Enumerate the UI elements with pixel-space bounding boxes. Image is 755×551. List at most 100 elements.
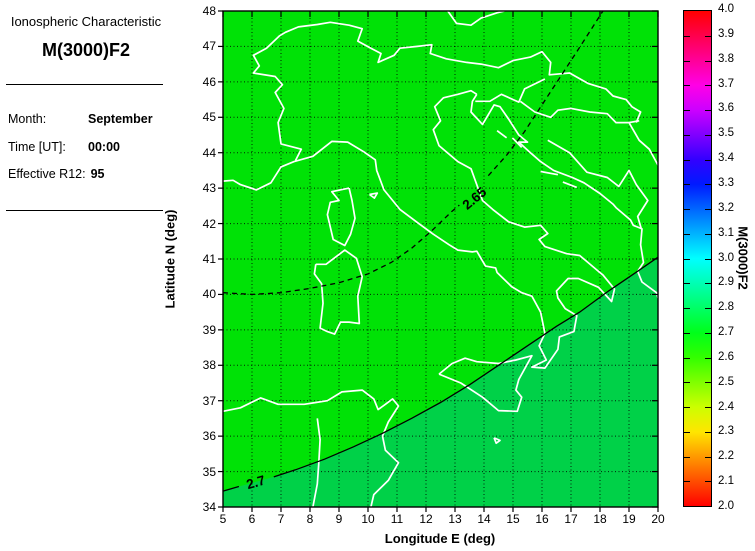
colorbar-tick-label: 3.1 bbox=[718, 226, 734, 239]
colorbar-tick-label: 2.8 bbox=[718, 301, 734, 314]
colorbar-tick-label: 3.6 bbox=[718, 102, 734, 115]
colorbar bbox=[683, 10, 712, 507]
colorbar-tick-mark bbox=[705, 456, 711, 458]
y-tick-label: 41 bbox=[202, 252, 216, 266]
y-tick-label: 34 bbox=[202, 500, 216, 514]
coastline bbox=[519, 100, 640, 124]
x-tick-label: 14 bbox=[477, 512, 491, 526]
y-tick-label: 43 bbox=[202, 181, 216, 196]
separator-line-top bbox=[6, 84, 163, 85]
x-tick-label: 5 bbox=[219, 512, 227, 526]
contour-map: 2.652.7 bbox=[218, 10, 659, 512]
colorbar-tick-mark bbox=[684, 85, 690, 87]
x-axis-title: Longitude E (deg) bbox=[384, 531, 496, 546]
colorbar-tick-mark bbox=[705, 35, 711, 37]
colorbar-tick-mark bbox=[684, 357, 690, 359]
colorbar-tick-label: 3.9 bbox=[718, 27, 734, 40]
field-r12: Effective R12: 95 bbox=[8, 167, 105, 181]
field-month-label: Month: bbox=[8, 112, 47, 126]
colorbar-tick-mark bbox=[705, 85, 711, 87]
colorbar-tick-label: 2.2 bbox=[718, 450, 734, 463]
colorbar-tick-mark bbox=[684, 60, 690, 62]
contour-line-2.7 bbox=[222, 485, 240, 492]
x-tick-label: 13 bbox=[448, 512, 462, 526]
y-tick-label: 42 bbox=[202, 216, 216, 231]
colorbar-tick-mark bbox=[705, 134, 711, 136]
colorbar-tick-mark bbox=[684, 233, 690, 235]
colorbar-tick-mark bbox=[684, 481, 690, 483]
colorbar-tick-mark bbox=[684, 258, 690, 260]
colorbar-tick-label: 2.3 bbox=[718, 425, 734, 438]
x-tick-label: 9 bbox=[335, 512, 343, 526]
colorbar-tick-label: 3.7 bbox=[718, 77, 734, 90]
colorbar-tick-mark bbox=[684, 431, 690, 433]
x-tick-label: 6 bbox=[248, 512, 256, 526]
colorbar-tick-mark bbox=[705, 110, 711, 111]
x-tick-label: 19 bbox=[622, 512, 636, 526]
y-tick-label: 46 bbox=[202, 74, 216, 89]
x-tick-label: 16 bbox=[535, 512, 549, 526]
colorbar-tick-label: 2.4 bbox=[718, 400, 734, 413]
coastline bbox=[547, 139, 649, 229]
colorbar-tick-mark bbox=[705, 233, 711, 235]
y-tick-label: 45 bbox=[202, 110, 216, 125]
colorbar-tick-mark bbox=[705, 283, 711, 285]
coastline bbox=[540, 170, 559, 176]
coastline bbox=[438, 354, 533, 413]
colorbar-tick-mark bbox=[705, 60, 711, 62]
field-month-value: September bbox=[88, 112, 153, 126]
colorbar-tick-mark bbox=[705, 332, 711, 334]
colorbar-tick-mark bbox=[705, 209, 711, 210]
coastline bbox=[313, 249, 364, 335]
coastline bbox=[222, 389, 400, 508]
colorbar-tick-label: 3.3 bbox=[718, 176, 734, 189]
colorbar-tick-mark bbox=[684, 134, 690, 136]
colorbar-tick-mark bbox=[705, 357, 711, 359]
coastline bbox=[470, 93, 659, 299]
x-tick-label: 11 bbox=[390, 512, 404, 526]
colorbar-tick-mark bbox=[705, 431, 711, 433]
colorbar-tick-mark bbox=[684, 382, 690, 384]
colorbar-tick-label: 2.1 bbox=[718, 475, 734, 488]
coastline bbox=[222, 89, 616, 369]
colorbar-tick-mark bbox=[684, 209, 690, 210]
coastline bbox=[493, 437, 501, 445]
colorbar-tick-label: 3.8 bbox=[718, 52, 734, 65]
contour-band-fill bbox=[223, 257, 658, 507]
x-tick-label: 15 bbox=[506, 512, 520, 526]
y-tick-label: 35 bbox=[202, 464, 216, 479]
y-tick-label: 36 bbox=[202, 429, 216, 444]
colorbar-tick-label: 2.6 bbox=[718, 350, 734, 363]
x-tick-label: 7 bbox=[277, 512, 285, 526]
colorbar-tick-mark bbox=[684, 308, 690, 309]
coastline bbox=[326, 187, 356, 247]
panel-subtitle: M(3000)F2 bbox=[41, 40, 131, 60]
x-tick-label: 20 bbox=[651, 512, 665, 526]
colorbar-tick-label: 2.7 bbox=[718, 326, 734, 339]
y-tick-label: 44 bbox=[202, 145, 216, 160]
colorbar-tick-mark bbox=[705, 481, 711, 483]
colorbar-tick-mark bbox=[684, 159, 690, 161]
coastline bbox=[368, 192, 379, 199]
y-axis-title: Latitude N (deg) bbox=[162, 209, 178, 309]
colorbar-tick-mark bbox=[684, 35, 690, 37]
coastline bbox=[447, 10, 505, 27]
colorbar-tick-mark bbox=[684, 184, 690, 186]
field-time: Time [UT]: 00:00 bbox=[8, 140, 120, 154]
coastline bbox=[496, 130, 508, 139]
colorbar-tick-mark bbox=[705, 159, 711, 161]
panel-title: Ionospheric Characteristic bbox=[10, 14, 162, 29]
y-tick-label: 40 bbox=[202, 287, 216, 302]
field-r12-label: Effective R12: bbox=[8, 167, 86, 181]
colorbar-tick-mark bbox=[684, 332, 690, 334]
colorbar-tick-label: 3.0 bbox=[718, 251, 734, 264]
colorbar-tick-label: 2.5 bbox=[718, 375, 734, 388]
y-tick-label: 39 bbox=[202, 322, 216, 337]
x-tick-label: 8 bbox=[306, 512, 314, 526]
colorbar-tick-mark bbox=[705, 407, 711, 408]
coastline bbox=[312, 418, 321, 508]
colorbar-tick-label: 3.5 bbox=[718, 127, 734, 140]
colorbar-tick-label: 2.0 bbox=[718, 500, 734, 512]
contour-label-2.7: 2.7 bbox=[245, 473, 267, 493]
